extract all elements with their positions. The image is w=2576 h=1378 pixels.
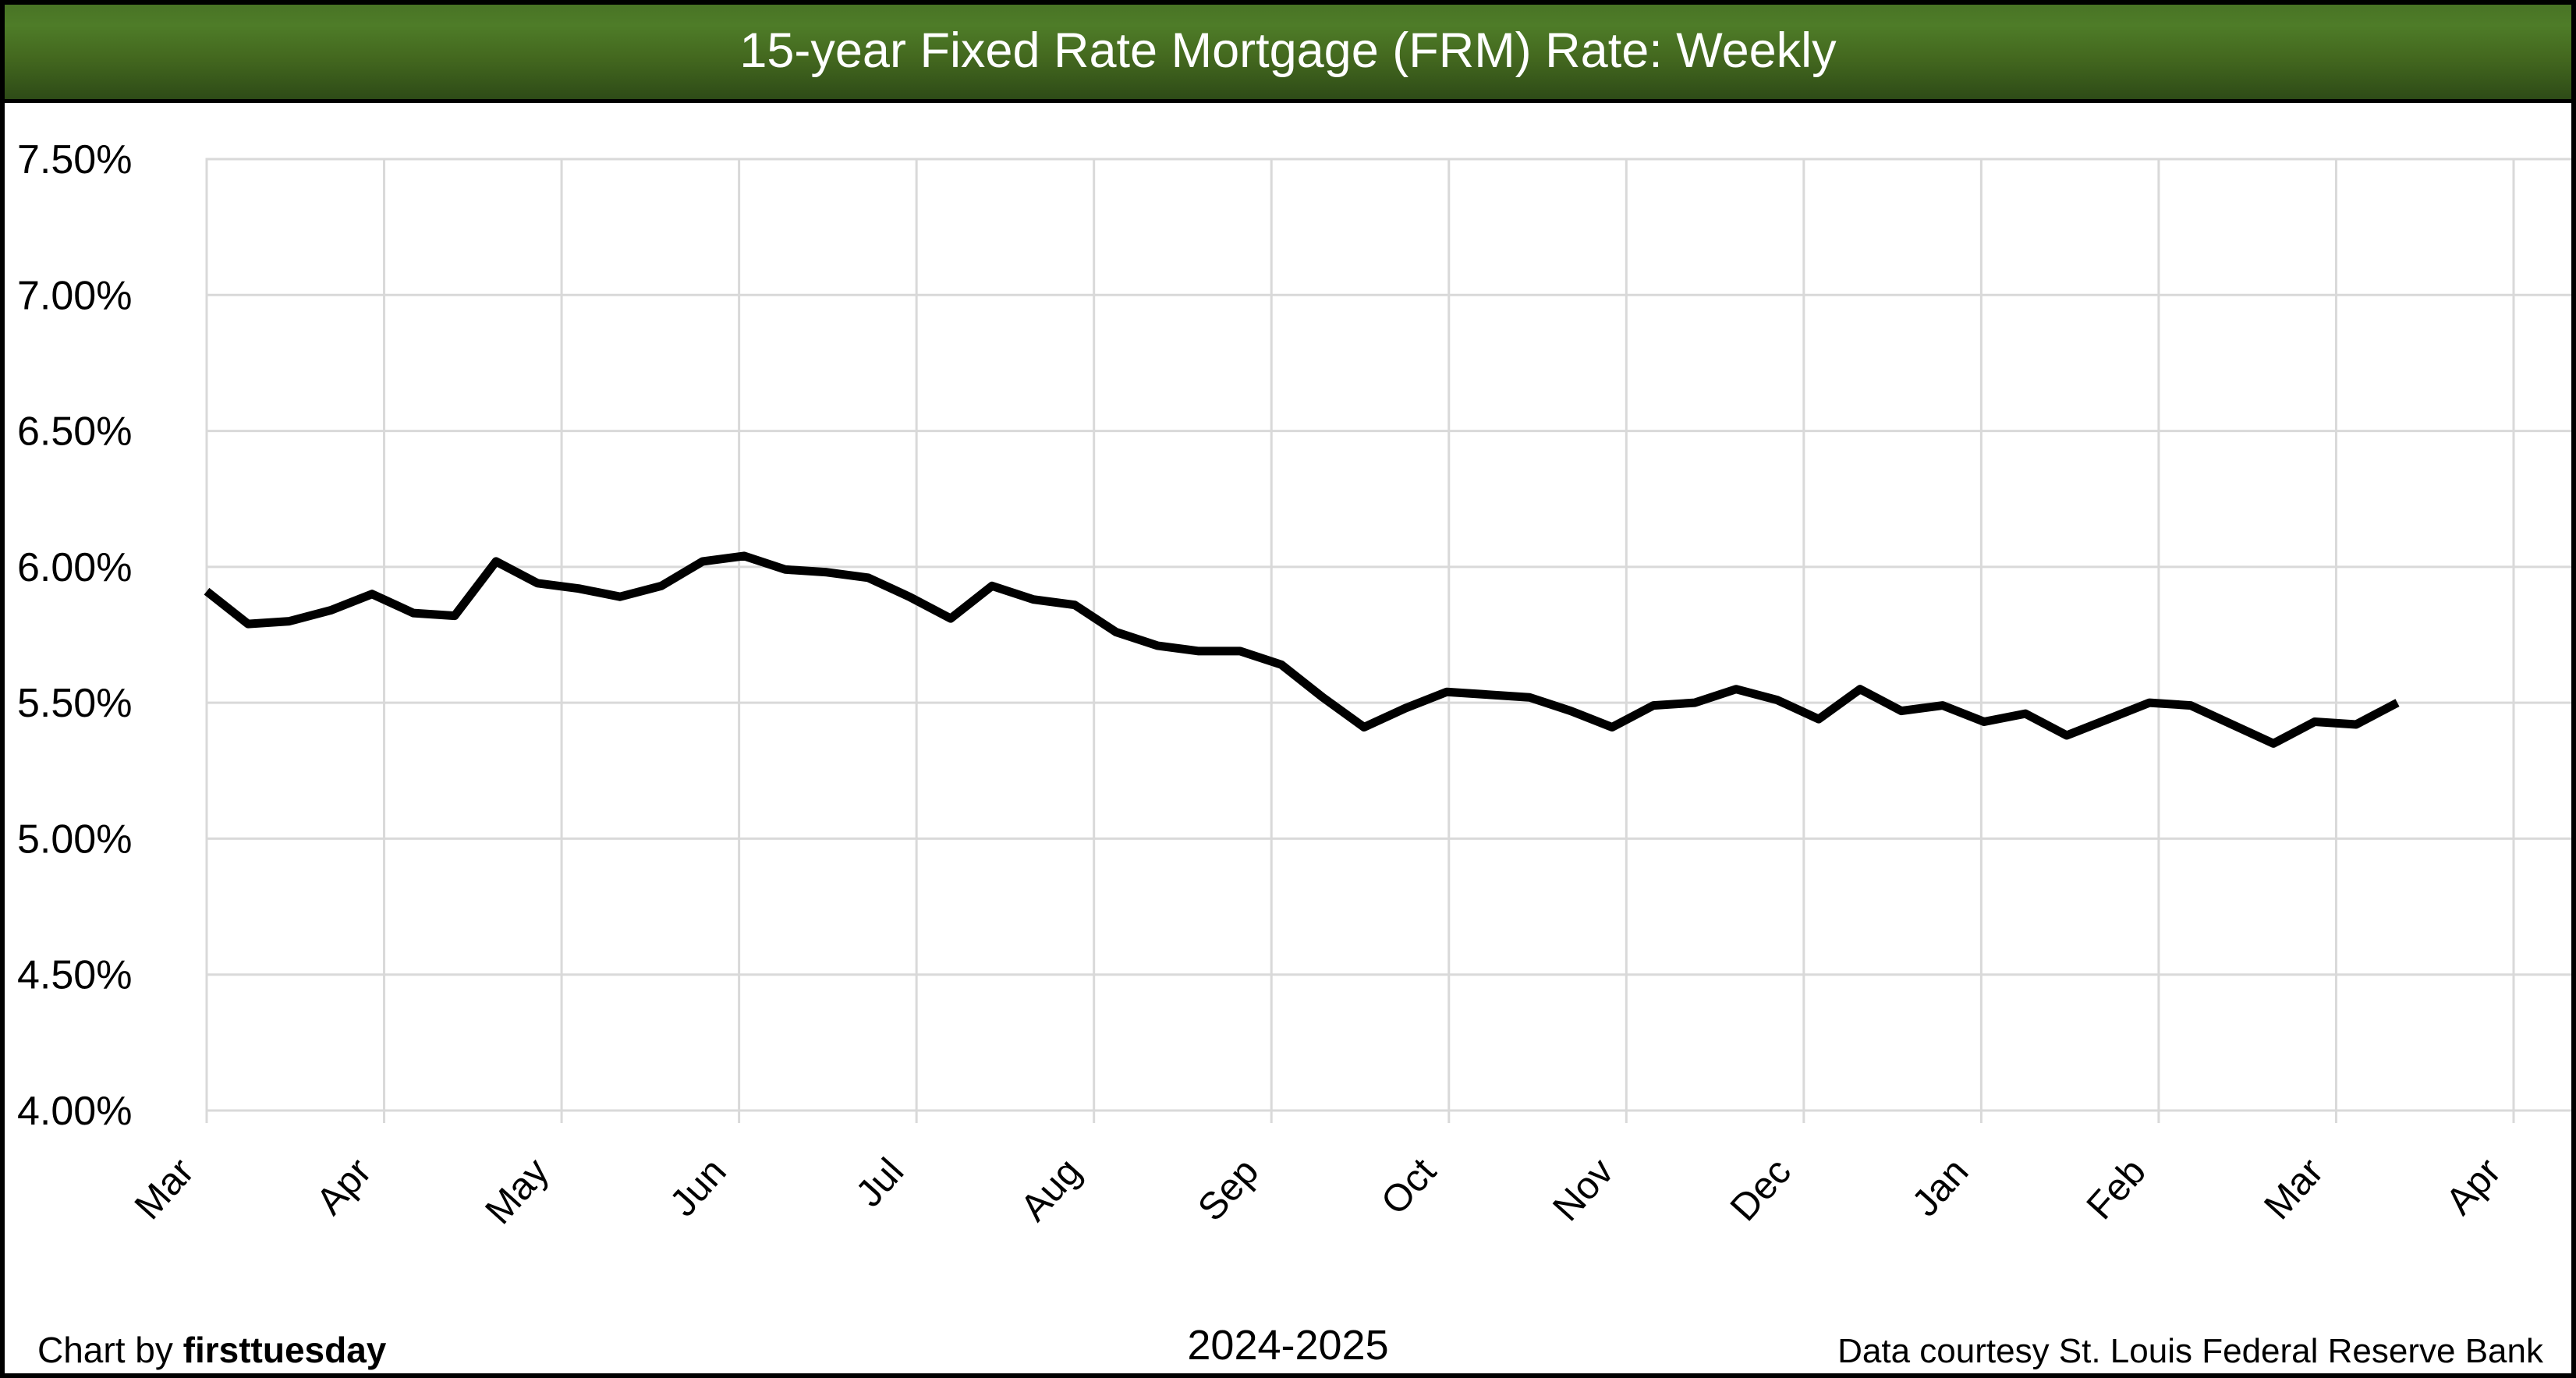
x-axis-month-label: Nov — [1545, 1150, 1622, 1229]
y-axis-tick-label: 5.50% — [17, 681, 132, 726]
x-axis-month-label: Aug — [1012, 1150, 1089, 1229]
x-axis-period-label: 2024-2025 — [1187, 1322, 1389, 1369]
chart-credit: Chart by firsttuesday — [37, 1329, 386, 1371]
y-axis-tick-label: 5.00% — [17, 817, 132, 862]
frm-rate-series-line — [204, 551, 2400, 748]
y-axis-tick-label: 4.50% — [17, 953, 132, 998]
chart-title-bar: 15-year Fixed Rate Mortgage (FRM) Rate: … — [5, 5, 2571, 103]
x-axis-month-label: Oct — [1373, 1150, 1444, 1223]
x-axis-month-label: Sep — [1190, 1150, 1267, 1229]
plot-area-border — [205, 158, 2571, 1112]
x-axis-month-label: Apr — [2438, 1150, 2509, 1223]
y-axis-tick-label: 6.00% — [17, 545, 132, 590]
data-source-note: Data courtesy St. Louis Federal Reserve … — [1837, 1332, 2543, 1370]
x-axis-month-label: Feb — [2078, 1150, 2154, 1227]
x-axis-month-label: Mar — [127, 1150, 203, 1227]
x-axis-month-label: Jun — [662, 1150, 735, 1224]
x-axis-month-label: Jul — [848, 1150, 912, 1215]
y-axis-tick-label: 7.50% — [17, 137, 132, 182]
x-axis-month-label: Dec — [1723, 1150, 1799, 1229]
x-axis-month-label: Apr — [309, 1150, 380, 1223]
firsttuesday-brand: firsttuesday — [182, 1330, 387, 1370]
x-axis-month-label: Jan — [1905, 1150, 1977, 1224]
x-axis-month-label: May — [477, 1150, 557, 1232]
y-axis-tick-label: 7.00% — [17, 273, 132, 318]
chart-credit-prefix: Chart by — [37, 1330, 183, 1370]
chart-title: 15-year Fixed Rate Mortgage (FRM) Rate: … — [739, 23, 1837, 78]
frm-rate-line-chart: 7.50% 7.00% 6.50% 6.00% 5.50% 5.00% 4.50% 4.00%… — [17, 137, 2571, 1232]
y-axis-tick-label: 4.00% — [17, 1089, 132, 1134]
x-axis-month-label: Mar — [2256, 1150, 2332, 1227]
y-axis-tick-label: 6.50% — [17, 409, 132, 455]
